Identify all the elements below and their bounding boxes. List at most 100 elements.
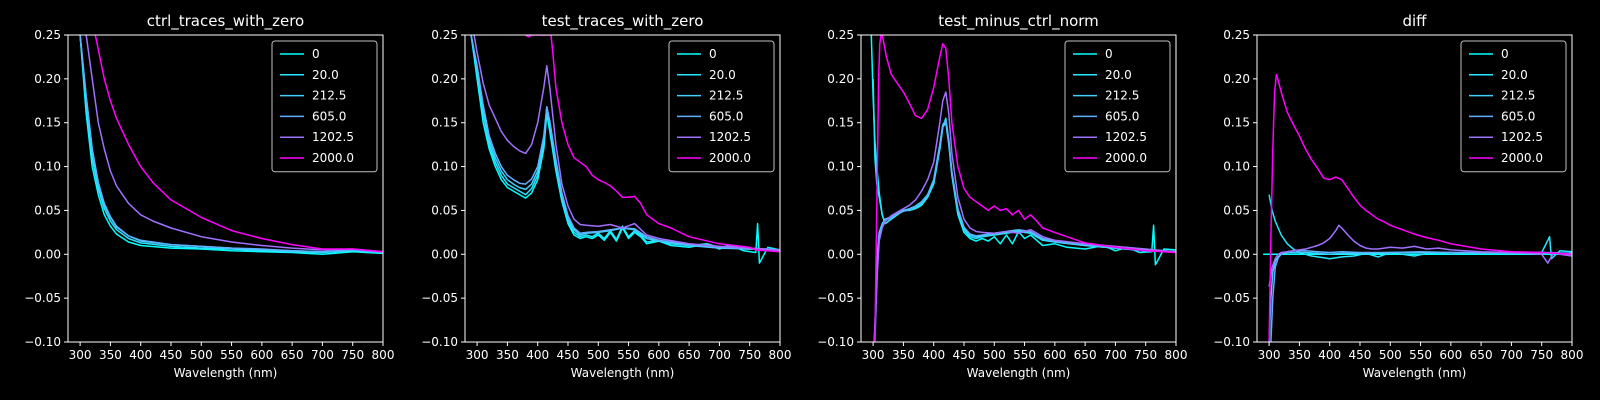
chart-panel-4: 300 350 400 450 500 550 600 650 700 750 800 −0.10 −0… xyxy=(1213,12,1583,380)
y-tick-label: 0.10 xyxy=(1223,160,1250,174)
y-tick-label: −0.05 xyxy=(817,291,854,305)
series-line-20.0 xyxy=(1268,194,1572,260)
x-tick-label: 500 xyxy=(1379,348,1402,362)
series-line-0 xyxy=(79,35,383,256)
x-tick-label: 550 xyxy=(1013,348,1036,362)
legend-label: 605.0 xyxy=(312,109,346,123)
chart-panel-1: 300 350 400 450 500 550 600 650 700 750 800 −0.10 −0… xyxy=(24,12,394,380)
series-line-2000.0 xyxy=(94,35,383,253)
chart-title: test_minus_ctrl_norm xyxy=(938,12,1099,31)
legend-label: 605.0 xyxy=(1105,109,1139,123)
x-tick-label: 650 xyxy=(678,348,701,362)
legend: 0 20.0 212.5 605.0 1202.5 2000.0 xyxy=(668,40,775,173)
x-tick-label: 750 xyxy=(1134,348,1157,362)
x-tick-label: 700 xyxy=(708,348,731,362)
x-tick-label: 650 xyxy=(1470,348,1493,362)
y-tick-label: −0.05 xyxy=(1213,291,1250,305)
x-tick-label: 350 xyxy=(1288,348,1311,362)
series-line-605.0 xyxy=(79,35,383,254)
x-tick-label: 800 xyxy=(372,348,395,362)
x-tick-label: 650 xyxy=(1074,348,1097,362)
y-tick-label: 0.00 xyxy=(1223,247,1250,261)
legend: 0 20.0 212.5 605.0 1202.5 2000.0 xyxy=(1460,40,1567,173)
x-tick-label: 300 xyxy=(862,348,885,362)
legend: 0 20.0 212.5 605.0 1202.5 2000.0 xyxy=(1064,40,1171,173)
series-line-2000.0 xyxy=(1268,73,1572,342)
x-tick-label: 350 xyxy=(892,348,915,362)
x-tick-label: 550 xyxy=(220,348,243,362)
y-tick-label: 0.10 xyxy=(431,160,458,174)
series-line-1202.5 xyxy=(1268,224,1572,287)
legend-label: 212.5 xyxy=(709,89,743,103)
x-tick-label: 300 xyxy=(69,348,92,362)
series-lines xyxy=(79,35,383,256)
x-tick-label: 350 xyxy=(496,348,519,362)
x-tick-label: 400 xyxy=(129,348,152,362)
y-tick-label: 0.05 xyxy=(827,203,854,217)
x-tick-label: 600 xyxy=(250,348,273,362)
x-tick-label: 450 xyxy=(1349,348,1372,362)
y-tick-label: 0.00 xyxy=(431,247,458,261)
x-tick-label: 650 xyxy=(281,348,304,362)
series-line-0 xyxy=(470,35,780,264)
x-tick-label: 750 xyxy=(1530,348,1553,362)
y-tick-label: 0.00 xyxy=(34,247,61,261)
y-tick-label: 0.20 xyxy=(1223,72,1250,86)
x-tick-label: 550 xyxy=(617,348,640,362)
x-axis-label: Wavelength (nm) xyxy=(174,366,278,380)
legend-label: 1202.5 xyxy=(709,130,751,144)
y-tick-label: −0.10 xyxy=(817,335,854,349)
y-tick-label: 0.25 xyxy=(431,28,458,42)
legend-label: 212.5 xyxy=(1105,89,1139,103)
legend-label: 0 xyxy=(709,47,717,61)
legend-label: 605.0 xyxy=(709,109,743,123)
y-tick-label: 0.00 xyxy=(827,247,854,261)
y-tick-label: −0.05 xyxy=(421,291,458,305)
chart-panel-2: 300 350 400 450 500 550 600 650 700 750 800 −0.10 −0… xyxy=(421,12,791,380)
y-tick-label: 0.05 xyxy=(1223,203,1250,217)
x-axis-label: Wavelength (nm) xyxy=(967,366,1071,380)
x-tick-label: 800 xyxy=(1561,348,1584,362)
y-tick-label: 0.05 xyxy=(431,203,458,217)
legend-label: 1202.5 xyxy=(1105,130,1147,144)
x-tick-label: 400 xyxy=(526,348,549,362)
x-tick-label: 400 xyxy=(922,348,945,362)
chart-title: test_traces_with_zero xyxy=(542,12,704,31)
legend-label: 2000.0 xyxy=(1105,151,1147,165)
plot-frame xyxy=(1256,34,1573,343)
x-tick-label: 300 xyxy=(1258,348,1281,362)
x-tick-label: 700 xyxy=(1500,348,1523,362)
x-tick-label: 350 xyxy=(99,348,122,362)
legend-label: 0 xyxy=(312,47,320,61)
legend-label: 212.5 xyxy=(312,89,346,103)
x-axis-label: Wavelength (nm) xyxy=(1363,366,1467,380)
series-line-1202.5 xyxy=(473,35,780,251)
x-tick-label: 500 xyxy=(587,348,610,362)
legend-label: 0 xyxy=(1501,47,1509,61)
chart-title: ctrl_traces_with_zero xyxy=(147,12,304,31)
y-tick-label: 0.05 xyxy=(34,203,61,217)
legend-label: 2000.0 xyxy=(1501,151,1543,165)
y-tick-label: 0.20 xyxy=(34,72,61,86)
x-axis-label: Wavelength (nm) xyxy=(571,366,675,380)
y-tick-label: 0.15 xyxy=(1223,116,1250,130)
x-tick-label: 300 xyxy=(466,348,489,362)
y-tick-label: −0.10 xyxy=(421,335,458,349)
y-tick-label: 0.25 xyxy=(827,28,854,42)
series-line-1202.5 xyxy=(874,91,1176,342)
plot-frame xyxy=(67,34,384,343)
y-tick-label: 0.10 xyxy=(34,160,61,174)
series-line-605.0 xyxy=(1270,250,1572,342)
legend-label: 20.0 xyxy=(709,68,736,82)
legend-label: 1202.5 xyxy=(1501,130,1543,144)
y-tick-label: 0.25 xyxy=(1223,28,1250,42)
chart-title: diff xyxy=(1402,12,1427,30)
series-line-2000.0 xyxy=(874,35,1176,342)
x-tick-label: 400 xyxy=(1318,348,1341,362)
y-tick-label: −0.05 xyxy=(24,291,61,305)
x-tick-label: 750 xyxy=(738,348,761,362)
legend-label: 605.0 xyxy=(1501,109,1535,123)
legend-box xyxy=(668,40,775,173)
legend-box xyxy=(1064,40,1171,173)
